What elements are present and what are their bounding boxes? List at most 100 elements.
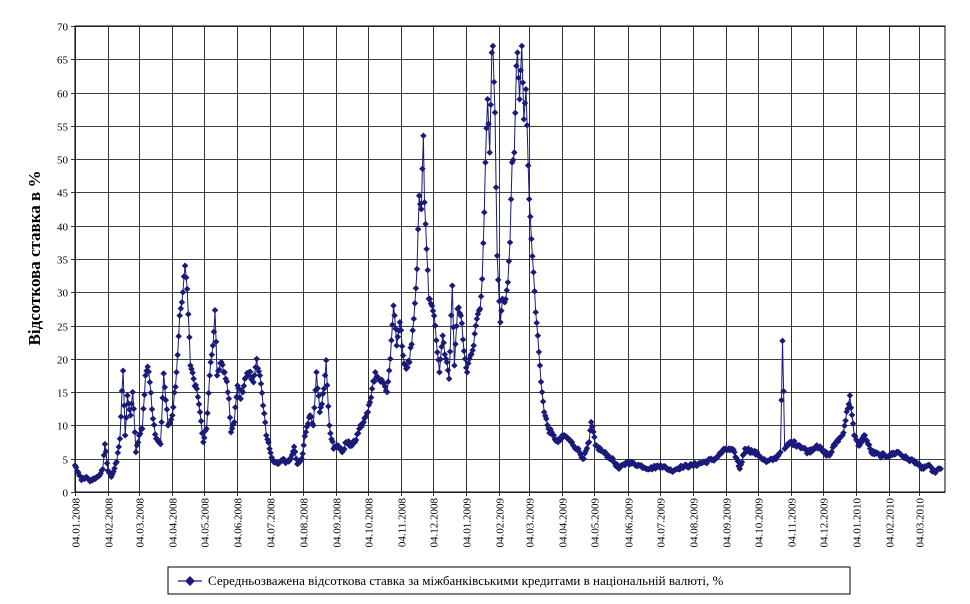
data-point: [341, 445, 348, 453]
data-point: [440, 339, 447, 347]
data-point: [258, 389, 266, 397]
x-tick-label: 04.03.2008: [135, 498, 147, 548]
data-point: [398, 343, 406, 350]
data-point: [585, 438, 593, 446]
data-point: [778, 396, 785, 404]
data-point: [535, 348, 543, 356]
data-point: [426, 295, 434, 303]
data-point: [842, 417, 849, 424]
data-point: [583, 445, 591, 452]
data-point: [484, 95, 491, 103]
data-point: [589, 423, 596, 430]
data-point: [181, 262, 189, 269]
data-point: [410, 315, 418, 323]
data-point: [147, 389, 155, 397]
data-point: [127, 412, 134, 419]
data-point: [470, 342, 477, 349]
data-point: [195, 401, 203, 408]
y-tick-label: 60: [57, 89, 69, 101]
data-point: [423, 245, 430, 253]
x-tick-label: 04.12.2008: [429, 498, 441, 548]
data-point: [524, 162, 532, 169]
data-point: [212, 338, 220, 346]
data-point: [163, 406, 171, 413]
data-point: [260, 410, 268, 417]
data-point: [520, 115, 528, 123]
data-point: [157, 440, 164, 448]
data-point: [519, 79, 527, 86]
data-point: [300, 441, 307, 449]
data-point: [299, 450, 306, 457]
data-point: [129, 388, 136, 396]
x-tick-label: 04.02.2008: [104, 498, 116, 548]
data-point: [257, 380, 265, 388]
data-point: [502, 295, 509, 303]
data-point: [393, 342, 400, 349]
data-point: [734, 457, 741, 465]
data-point: [848, 411, 856, 419]
data-point: [590, 428, 597, 436]
data-point: [298, 455, 305, 462]
y-tick-label: 40: [57, 222, 69, 234]
data-point: [327, 430, 334, 437]
data-point: [473, 315, 481, 323]
data-point: [267, 449, 274, 457]
data-point: [516, 95, 523, 103]
x-tick-label: 04.08.2009: [689, 498, 701, 548]
data-point: [139, 425, 146, 433]
data-point: [861, 432, 869, 439]
data-point: [381, 383, 389, 390]
data-point: [250, 378, 257, 386]
data-point: [409, 327, 416, 334]
y-tick-label: 70: [57, 22, 69, 34]
data-point: [161, 384, 169, 391]
data-point: [418, 205, 425, 213]
x-tick-label: 04.07.2008: [266, 498, 278, 548]
data-point: [465, 360, 472, 367]
legend-label: Середньозважена відсоткова ставка за між…: [208, 573, 724, 588]
data-point: [132, 448, 140, 456]
data-point: [352, 436, 360, 444]
data-point: [446, 348, 454, 355]
data-point: [259, 402, 267, 409]
data-point: [185, 310, 192, 318]
data-point: [411, 299, 419, 307]
x-tick-label: 04.04.2008: [168, 498, 180, 548]
data-point: [430, 312, 438, 320]
data-point: [511, 149, 518, 156]
data-point: [489, 42, 497, 50]
data-point: [366, 398, 374, 406]
series: [71, 42, 944, 485]
data-point: [431, 322, 439, 329]
data-point: [498, 307, 505, 315]
data-point: [529, 252, 536, 260]
data-point: [480, 239, 487, 247]
x-tick-label: 04.01.2009: [462, 498, 474, 548]
data-point: [429, 307, 437, 315]
data-point: [322, 356, 330, 364]
data-point: [415, 192, 423, 200]
x-tick-label: 04.02.2009: [495, 498, 507, 548]
data-point: [387, 355, 394, 363]
data-point: [142, 372, 149, 379]
data-point: [533, 319, 540, 327]
data-point: [434, 348, 441, 356]
data-point: [114, 449, 122, 456]
data-point: [186, 333, 193, 341]
y-tick-label: 15: [57, 388, 69, 400]
data-point: [176, 312, 183, 319]
data-point: [408, 341, 415, 348]
data-point: [136, 430, 144, 437]
data-point: [205, 389, 212, 397]
data-point: [206, 372, 213, 379]
data-point: [203, 425, 210, 433]
data-point: [316, 408, 324, 416]
x-tick-label: 04.04.2009: [558, 498, 570, 548]
data-point: [397, 327, 405, 334]
data-point: [121, 432, 129, 439]
data-point: [439, 332, 446, 339]
data-point: [504, 279, 512, 286]
data-point: [433, 337, 440, 344]
data-point: [194, 393, 202, 401]
x-tick-label: 04.07.2009: [656, 498, 668, 548]
